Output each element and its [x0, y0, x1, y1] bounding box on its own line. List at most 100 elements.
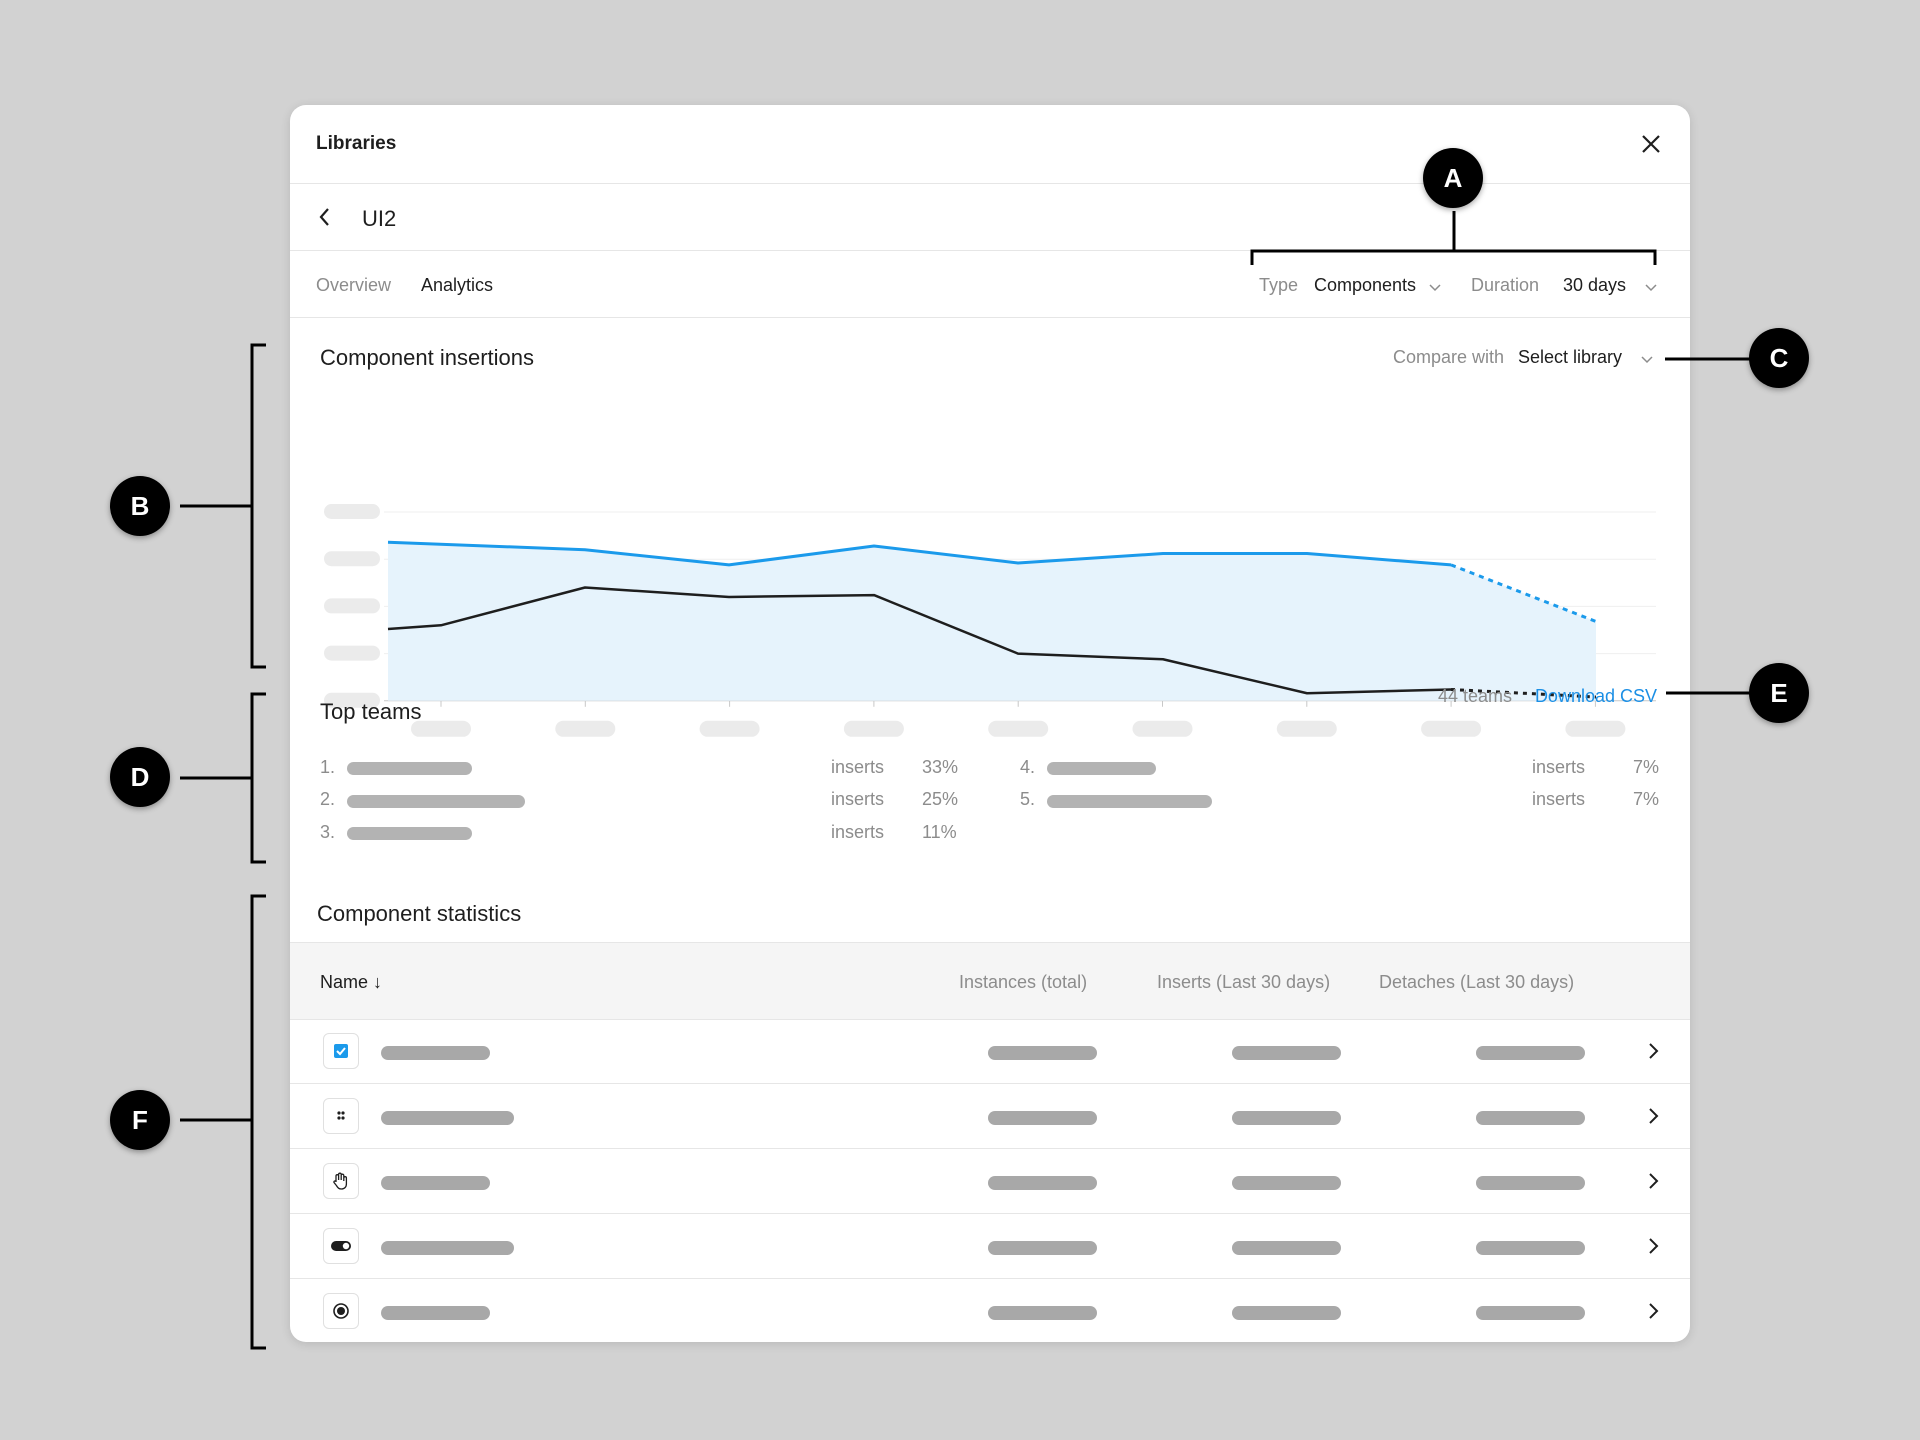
y-tick-label-placeholder — [324, 645, 380, 661]
instances-value-placeholder — [988, 1176, 1097, 1190]
team-name-placeholder — [1047, 795, 1212, 808]
duration-filter-dropdown[interactable]: 30 days — [1563, 275, 1627, 295]
instances-value-placeholder — [988, 1306, 1097, 1320]
back-chevron-icon[interactable] — [312, 204, 338, 230]
table-row[interactable] — [290, 1084, 1690, 1149]
chevron-right-icon[interactable] — [1646, 1171, 1660, 1191]
secondary-series-line — [387, 586, 1452, 695]
teams-count: 44 teams — [1437, 686, 1512, 706]
detaches-value-placeholder — [1476, 1241, 1585, 1255]
primary-series-line — [387, 540, 1452, 567]
chevron-down-icon[interactable] — [1641, 356, 1653, 364]
team-percent: 7% — [1633, 789, 1660, 809]
x-tick-label-placeholder — [555, 720, 616, 737]
stats-title: Component statistics — [317, 901, 522, 926]
table-header: Name ↓ Instances (total) Inserts (Last 3… — [290, 942, 1690, 1020]
chevron-down-icon[interactable] — [1645, 284, 1657, 292]
x-tick-label-placeholder — [988, 720, 1049, 737]
component-name-placeholder — [381, 1176, 490, 1190]
type-filter-label: Type — [1259, 275, 1299, 295]
chevron-right-icon[interactable] — [1646, 1106, 1660, 1126]
x-tick-label-placeholder — [1276, 720, 1337, 737]
team-metric: inserts — [1532, 789, 1586, 809]
table-row[interactable] — [290, 1214, 1690, 1279]
chevron-right-icon[interactable] — [1646, 1236, 1660, 1256]
compare-label: Compare with — [1393, 347, 1505, 367]
tab-overview[interactable]: Overview — [316, 275, 392, 295]
modal-titlebar: Libraries — [290, 105, 1690, 184]
top-teams-title: Top teams — [320, 699, 422, 724]
team-percent: 25% — [922, 789, 959, 809]
annotation-badge-d: D — [110, 747, 170, 807]
inserts-value-placeholder — [1232, 1111, 1341, 1125]
bracket-a — [1250, 211, 1657, 265]
team-name-placeholder — [347, 827, 472, 840]
instances-value-placeholder — [988, 1046, 1097, 1060]
annotation-badge-f: F — [110, 1090, 170, 1150]
y-tick-label-placeholder — [324, 692, 380, 708]
annotation-badge-a: A — [1423, 148, 1483, 208]
table-row[interactable] — [290, 1149, 1690, 1214]
team-rank: 2. — [320, 789, 336, 809]
drag-handle-icon — [323, 1098, 359, 1134]
chevron-right-icon[interactable] — [1646, 1041, 1660, 1061]
insertions-title: Component insertions — [320, 345, 535, 370]
component-name-placeholder — [381, 1111, 514, 1125]
insertions-chart — [324, 504, 1656, 737]
table-row[interactable] — [290, 1019, 1690, 1084]
secondary-series-projection — [1450, 687, 1597, 699]
tab-bar: Overview Analytics Type Components Durat… — [290, 251, 1690, 318]
team-name-placeholder — [347, 762, 472, 775]
team-percent: 33% — [922, 757, 959, 777]
x-tick-label-placeholder — [843, 720, 904, 737]
instances-value-placeholder — [988, 1241, 1097, 1255]
team-rank: 5. — [1020, 789, 1036, 809]
download-csv-link[interactable]: Download CSV — [1534, 686, 1657, 706]
checkbox-icon — [323, 1033, 359, 1069]
library-header: UI2 — [290, 184, 1690, 251]
inserts-value-placeholder — [1232, 1046, 1341, 1060]
primary-series-area — [388, 542, 1596, 701]
modal-title: Libraries — [316, 133, 397, 154]
annotation-badge-e: E — [1749, 663, 1809, 723]
chevron-right-icon[interactable] — [1646, 1301, 1660, 1321]
x-tick-label-placeholder — [411, 720, 471, 737]
component-name-placeholder — [381, 1241, 514, 1255]
tab-analytics[interactable]: Analytics — [421, 275, 494, 295]
detaches-value-placeholder — [1476, 1046, 1585, 1060]
team-metric: inserts — [831, 757, 885, 777]
x-tick-label-placeholder — [699, 720, 760, 737]
annotation-badge-b: B — [110, 476, 170, 536]
type-filter-dropdown[interactable]: Components — [1314, 275, 1417, 295]
bracket-f — [180, 894, 266, 1350]
team-name-placeholder — [1047, 762, 1156, 775]
team-rank: 4. — [1020, 757, 1036, 777]
library-name: UI2 — [362, 206, 397, 231]
column-detaches: Detaches (Last 30 days) — [1379, 972, 1575, 992]
radio-icon — [323, 1293, 359, 1329]
y-tick-label-placeholder — [324, 504, 380, 519]
toggle-icon — [323, 1228, 359, 1264]
x-tick-label-placeholder — [1565, 720, 1626, 737]
instances-value-placeholder — [988, 1111, 1097, 1125]
column-instances: Instances (total) — [959, 972, 1088, 992]
x-tick-label-placeholder — [1132, 720, 1193, 737]
team-metric: inserts — [831, 789, 885, 809]
team-metric: inserts — [831, 822, 885, 842]
bracket-e — [1666, 691, 1758, 695]
column-name-sort[interactable]: Name ↓ — [320, 972, 383, 992]
compare-library-dropdown[interactable]: Select library — [1518, 347, 1623, 367]
bracket-d — [180, 692, 266, 864]
hand-icon — [323, 1163, 359, 1199]
team-rank: 1. — [320, 757, 336, 777]
close-icon[interactable] — [1634, 127, 1668, 161]
column-inserts: Inserts (Last 30 days) — [1157, 972, 1331, 992]
team-percent: 7% — [1633, 757, 1660, 777]
detaches-value-placeholder — [1476, 1176, 1585, 1190]
chevron-down-icon[interactable] — [1429, 284, 1441, 292]
annotation-badge-c: C — [1749, 328, 1809, 388]
libraries-modal: Libraries UI2 Overview Analytics Type Co… — [290, 105, 1690, 1342]
table-row[interactable] — [290, 1279, 1690, 1342]
team-metric: inserts — [1532, 757, 1586, 777]
detaches-value-placeholder — [1476, 1306, 1585, 1320]
